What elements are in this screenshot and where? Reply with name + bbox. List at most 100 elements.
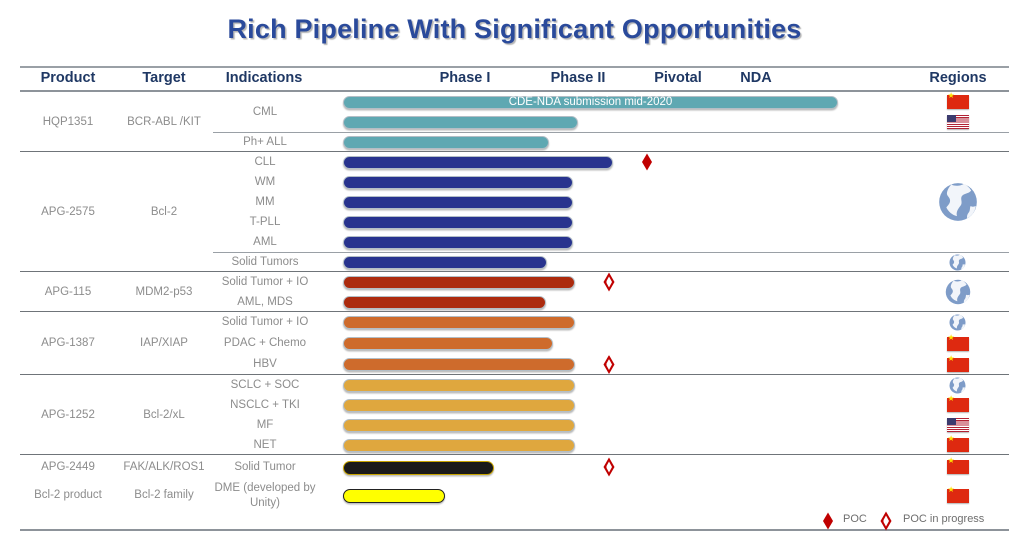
region-cell bbox=[920, 252, 995, 272]
phase-bar bbox=[343, 489, 445, 503]
column-header-indications: Indications bbox=[225, 70, 303, 86]
star-icon: ★ bbox=[947, 91, 955, 100]
region-cell bbox=[920, 415, 995, 435]
phase-bar bbox=[343, 155, 613, 169]
column-header-product: Product bbox=[40, 70, 96, 86]
phase-bar bbox=[343, 358, 575, 371]
phase-bar bbox=[343, 295, 546, 309]
indication-label: PDAC + Chemo bbox=[223, 337, 307, 350]
target-label: FAK/ALK/ROS1 bbox=[123, 460, 205, 473]
target-label: Bcl-2/xL bbox=[143, 408, 185, 421]
group-divider bbox=[20, 311, 1009, 312]
indication-label: NET bbox=[253, 438, 277, 451]
product-label: APG-1252 bbox=[41, 408, 95, 421]
canton bbox=[946, 115, 956, 122]
phase-bar bbox=[343, 460, 494, 475]
poc-in-progress-diamond-icon bbox=[880, 511, 892, 531]
page-title: Rich Pipeline With Significant Opportuni… bbox=[227, 14, 802, 44]
phase-bar bbox=[343, 337, 553, 350]
phase-bar bbox=[343, 235, 573, 249]
poc-diamond-icon bbox=[823, 512, 833, 530]
phase-bar bbox=[343, 316, 575, 329]
legend-poc-label: POC bbox=[843, 513, 867, 525]
target-label: BCR-ABL /KIT bbox=[127, 115, 201, 128]
column-header-target: Target bbox=[142, 70, 186, 86]
phase-bar bbox=[343, 378, 575, 392]
column-header-phase1: Phase I bbox=[439, 70, 491, 86]
group-inner-divider bbox=[213, 252, 1009, 253]
pipeline-group: DME (developed by Unity) ★ Bcl-2 product Bc… bbox=[20, 479, 1009, 512]
poc-in-progress-diamond-icon bbox=[603, 355, 615, 374]
china-flag-icon: ★ bbox=[946, 91, 969, 109]
globe-icon bbox=[949, 314, 966, 331]
globe-icon bbox=[949, 376, 966, 394]
region-cell: ★ bbox=[920, 354, 995, 375]
phase-bar bbox=[343, 195, 573, 209]
pipeline-group: CML CDE-NDA submission mid-2020 ★ Ph+ ALL HQ… bbox=[20, 92, 1009, 152]
group-divider bbox=[20, 454, 1009, 455]
china-flag-icon: ★ bbox=[946, 394, 969, 412]
region-cell-group bbox=[920, 182, 995, 222]
indication-label: MF bbox=[256, 418, 274, 431]
indication-label: Solid Tumors bbox=[231, 255, 299, 268]
star-icon: ★ bbox=[947, 456, 955, 465]
product-label: APG-115 bbox=[44, 285, 92, 298]
column-header-row: Product Target Indications Phase I Phase… bbox=[20, 66, 1009, 92]
star-icon: ★ bbox=[947, 394, 955, 403]
pipeline-group: Solid Tumor ★ APG-2449 FAK/ALK/ROS1 bbox=[20, 455, 1009, 479]
indication-label: Solid Tumor bbox=[234, 460, 296, 473]
region-cell: ★ bbox=[920, 395, 995, 415]
pipeline-group: SCLC + SOC NSCLC + TKI ★ MF NET ★ APG-1252 Bcl-… bbox=[20, 375, 1009, 455]
region-cell-group bbox=[920, 279, 995, 305]
canton bbox=[946, 418, 956, 425]
product-label: APG-1387 bbox=[41, 337, 95, 350]
group-divider bbox=[20, 151, 1009, 152]
indication-label: Solid Tumor + IO bbox=[221, 275, 309, 288]
indication-label: Ph+ ALL bbox=[243, 135, 287, 148]
region-cell bbox=[920, 312, 995, 333]
phase-bar bbox=[343, 418, 575, 432]
globe-icon bbox=[945, 279, 971, 305]
china-flag-icon: ★ bbox=[946, 353, 969, 372]
indication-label: MM bbox=[255, 195, 275, 208]
globe-icon bbox=[938, 182, 978, 222]
target-label: Bcl-2 bbox=[150, 205, 178, 218]
phase-bar: CDE-NDA submission mid-2020 bbox=[343, 95, 838, 109]
phase-bar bbox=[343, 115, 578, 129]
pipeline-group: Solid Tumor + IO AML, MDS APG-115 MDM2-p53 bbox=[20, 272, 1009, 312]
pipeline-group: Solid Tumor + IO PDAC + Chemo ★ HBV ★ APG-138… bbox=[20, 312, 1009, 375]
phase-bar bbox=[343, 398, 575, 412]
indication-label: HBV bbox=[253, 358, 277, 371]
china-flag-icon: ★ bbox=[946, 333, 969, 351]
region-cell bbox=[920, 375, 995, 395]
phase-bar bbox=[343, 215, 573, 229]
group-divider bbox=[20, 374, 1009, 375]
indication-label: WM bbox=[254, 175, 276, 188]
product-label: HQP1351 bbox=[42, 115, 94, 128]
product-label: APG-2449 bbox=[41, 460, 95, 473]
star-icon: ★ bbox=[947, 353, 955, 363]
target-label: MDM2-p53 bbox=[135, 285, 193, 298]
column-header-nda: NDA bbox=[740, 70, 772, 86]
column-header-pivotal: Pivotal bbox=[654, 70, 702, 86]
region-cell: ★ bbox=[920, 479, 995, 512]
indication-label: NSCLC + TKI bbox=[230, 398, 300, 411]
poc-diamond-icon bbox=[642, 153, 652, 171]
indication-label: CML bbox=[252, 105, 278, 118]
indication-label: SCLC + SOC bbox=[230, 378, 300, 391]
product-label: Bcl-2 product bbox=[34, 489, 102, 502]
legend: POC POC in progress bbox=[20, 511, 1009, 531]
indication-label: DME (developed by Unity) bbox=[214, 482, 316, 509]
region-cell: ★ bbox=[920, 435, 995, 455]
column-header-regions: Regions bbox=[929, 70, 987, 86]
indication-label: AML bbox=[253, 235, 277, 248]
region-cell bbox=[920, 112, 995, 132]
group-divider bbox=[20, 271, 1009, 272]
region-cell: ★ bbox=[920, 92, 995, 112]
globe-icon bbox=[949, 253, 966, 271]
phase-bar bbox=[343, 135, 549, 149]
region-cell: ★ bbox=[920, 455, 995, 479]
target-label: IAP/XIAP bbox=[140, 337, 188, 350]
us-flag-icon bbox=[946, 115, 969, 129]
